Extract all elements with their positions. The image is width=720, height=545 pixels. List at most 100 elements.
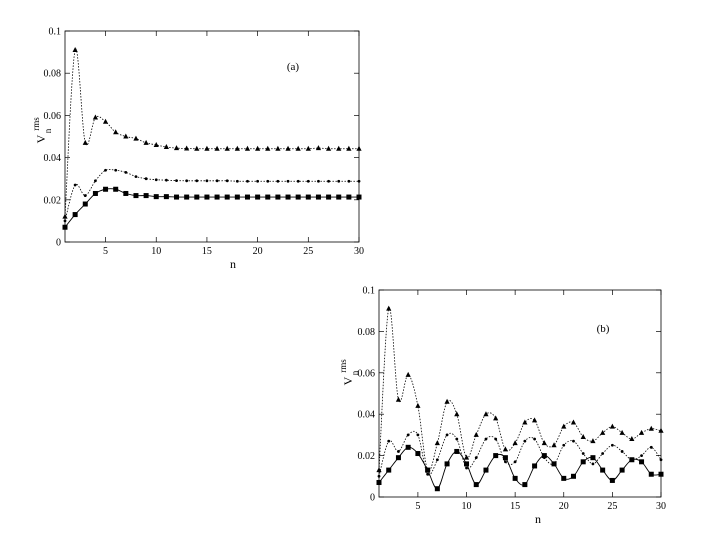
data-point-b-0 xyxy=(405,371,411,377)
data-point-b-2 xyxy=(532,463,538,469)
data-point-a-1 xyxy=(175,179,178,182)
y-axis-label-a: V n rms xyxy=(31,117,53,144)
y-tick-label-b: 0.06 xyxy=(358,368,376,379)
y-tick-label-b: 0 xyxy=(370,493,375,504)
data-point-b-1 xyxy=(562,443,566,447)
data-point-a-0 xyxy=(285,145,291,151)
data-point-b-2 xyxy=(522,482,528,488)
y-tick-label-b: 0.04 xyxy=(358,410,376,421)
data-point-a-0 xyxy=(356,145,362,151)
data-point-b-2 xyxy=(570,473,576,479)
data-point-a-2 xyxy=(133,193,139,199)
data-point-a-0 xyxy=(325,145,332,151)
data-point-b-0 xyxy=(415,402,421,408)
data-point-b-1 xyxy=(484,437,488,441)
x-tick-label-a: 20 xyxy=(253,246,263,257)
x-axis-label-a: n xyxy=(230,257,236,271)
data-point-b-0 xyxy=(434,440,440,446)
data-point-b-0 xyxy=(541,440,547,446)
data-point-b-2 xyxy=(561,475,567,481)
data-point-b-2 xyxy=(502,455,508,461)
x-tick-label-b: 30 xyxy=(656,501,666,512)
data-point-a-2 xyxy=(305,194,311,200)
data-point-b-2 xyxy=(483,467,489,473)
y-tick-label-a: 0.02 xyxy=(44,195,62,206)
data-point-a-2 xyxy=(103,186,109,192)
data-point-b-1 xyxy=(397,450,400,453)
data-point-a-2 xyxy=(62,224,68,230)
data-point-b-2 xyxy=(473,482,479,488)
data-point-b-2 xyxy=(405,444,411,450)
data-point-a-2 xyxy=(234,194,240,200)
data-point-b-0 xyxy=(551,442,557,448)
y-axis-label-sup-a: rms xyxy=(31,117,41,131)
y-tick-label-b: 0.08 xyxy=(358,327,376,338)
data-point-b-1 xyxy=(601,452,605,455)
data-point-a-2 xyxy=(244,194,250,200)
data-point-b-0 xyxy=(522,419,528,425)
panel-label-a: (a) xyxy=(287,61,300,73)
data-point-a-2 xyxy=(163,194,169,200)
data-point-a-2 xyxy=(315,194,321,200)
data-point-b-0 xyxy=(386,305,392,311)
data-point-b-2 xyxy=(609,477,615,483)
data-point-b-0 xyxy=(512,440,518,446)
data-point-b-0 xyxy=(600,429,606,435)
data-point-a-1 xyxy=(134,175,138,178)
data-point-b-0 xyxy=(395,396,402,402)
x-tick-label-b: 20 xyxy=(559,501,569,512)
data-point-b-0 xyxy=(658,427,664,433)
data-point-a-1 xyxy=(266,179,270,183)
data-point-b-1 xyxy=(610,443,614,447)
data-point-b-0 xyxy=(580,433,586,439)
data-point-a-2 xyxy=(194,194,200,200)
data-point-a-2 xyxy=(113,186,119,192)
data-point-b-0 xyxy=(619,429,625,435)
x-tick-label-a: 5 xyxy=(103,246,108,257)
data-point-a-1 xyxy=(94,179,97,183)
data-point-b-1 xyxy=(649,445,653,449)
data-point-a-1 xyxy=(63,219,67,223)
data-point-a-0 xyxy=(82,139,88,145)
data-point-a-0 xyxy=(204,145,210,151)
data-point-b-1 xyxy=(416,433,420,437)
data-point-a-0 xyxy=(305,145,311,151)
data-point-a-1 xyxy=(357,179,361,183)
data-point-b-0 xyxy=(444,398,450,404)
data-point-a-2 xyxy=(295,194,301,200)
y-tick-label-a: 0.06 xyxy=(44,111,62,122)
x-tick-label-b: 10 xyxy=(462,501,472,512)
data-point-a-2 xyxy=(204,194,210,200)
plot-marks-a xyxy=(62,46,362,230)
data-point-a-1 xyxy=(205,179,209,183)
data-point-b-0 xyxy=(638,429,645,435)
data-point-b-0 xyxy=(376,467,382,473)
data-point-a-2 xyxy=(336,194,342,200)
data-point-a-2 xyxy=(224,194,230,200)
data-point-b-0 xyxy=(570,419,577,425)
data-point-a-1 xyxy=(164,178,168,182)
data-point-a-1 xyxy=(256,179,260,183)
data-point-a-0 xyxy=(255,145,261,151)
data-point-b-2 xyxy=(512,475,518,481)
data-point-a-2 xyxy=(92,190,98,196)
data-point-a-1 xyxy=(144,177,148,181)
data-point-b-2 xyxy=(629,457,635,463)
data-point-a-1 xyxy=(246,179,249,183)
data-point-a-2 xyxy=(153,194,159,200)
data-point-a-2 xyxy=(184,194,190,200)
data-point-b-1 xyxy=(523,439,527,443)
y-tick-label-a: 0.04 xyxy=(44,153,62,164)
data-point-a-2 xyxy=(275,194,281,200)
data-point-a-0 xyxy=(143,139,149,145)
data-point-b-2 xyxy=(425,467,431,473)
data-point-b-2 xyxy=(415,451,421,457)
data-point-a-0 xyxy=(113,129,119,135)
data-point-b-0 xyxy=(561,423,567,429)
data-point-a-0 xyxy=(92,114,99,120)
data-point-a-0 xyxy=(295,145,301,151)
data-point-b-2 xyxy=(580,459,586,465)
data-point-b-2 xyxy=(493,453,499,459)
data-point-b-2 xyxy=(454,448,460,454)
data-point-a-0 xyxy=(173,145,180,151)
